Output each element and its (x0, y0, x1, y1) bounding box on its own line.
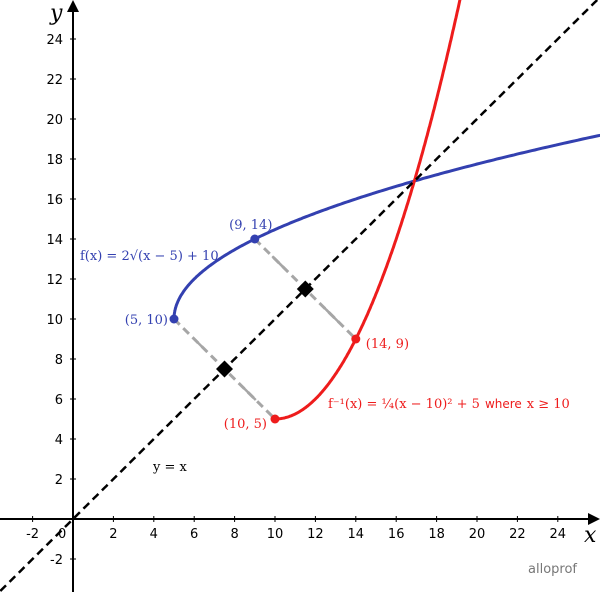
point (351, 334, 361, 344)
x-tick-label: 12 (307, 527, 324, 542)
y-axis-label: y (49, 1, 63, 26)
x-tick-label: 24 (550, 527, 567, 542)
point-label: (14, 9) (366, 337, 409, 352)
x-tick-label: 14 (348, 527, 365, 542)
x-tick-label: 18 (428, 527, 445, 542)
midpoint-marker (216, 360, 233, 378)
alloprof-watermark: alloprof (528, 562, 577, 577)
y-tick-label: 10 (46, 313, 63, 328)
finv-formula: f⁻¹(x) = ¼(x − 10)² + 5 (328, 397, 480, 412)
x-axis-arrow (588, 513, 600, 525)
y-tick-label: 22 (46, 73, 63, 88)
point (250, 234, 260, 244)
point (270, 414, 280, 424)
origin-label: 0 (58, 527, 66, 542)
f-function-label: f(x) = 2√(x − 5) + 10 (80, 249, 219, 264)
y-tick-label: 4 (55, 433, 63, 448)
x-tick-label: 2 (109, 527, 117, 542)
x-tick-label: 6 (190, 527, 198, 542)
point-label: (10, 5) (224, 417, 267, 432)
finv-condition: x ≥ 10 (527, 397, 570, 412)
x-axis-label: x (584, 523, 597, 548)
equal-length-tick (325, 308, 340, 323)
midpoint-marker (296, 280, 314, 298)
equal-length-tick (192, 337, 207, 351)
y-tick-label: 12 (46, 273, 63, 288)
x-tick-label: 10 (267, 527, 284, 542)
series-line-0 (172, 133, 600, 319)
series-line-1 (275, 0, 462, 421)
y-tick-label: 6 (55, 393, 63, 408)
point-label: (5, 10) (125, 313, 168, 328)
x-tick-label: 4 (150, 527, 158, 542)
point-label: (9, 14) (229, 218, 272, 233)
y-axis-arrow (67, 0, 79, 12)
finv-function-label: f⁻¹(x) = ¼(x − 10)² + 5 where x ≥ 10 (328, 397, 570, 412)
y-tick-label: 18 (46, 153, 63, 168)
x-tick-label: 8 (230, 527, 238, 542)
y-tick-label: -2 (50, 553, 63, 568)
x-tick-label: 20 (469, 527, 486, 542)
identity-line-label: y = x (152, 460, 188, 475)
x-tick-label: 16 (388, 527, 405, 542)
x-tick-label: 22 (509, 527, 526, 542)
y-tick-label: 20 (46, 113, 63, 128)
y-tick-label: 8 (55, 353, 63, 368)
equal-length-tick (242, 387, 257, 401)
y-tick-label: 2 (55, 473, 63, 488)
x-tick-label: -2 (26, 527, 39, 542)
finv-where: where (485, 397, 522, 411)
point (169, 314, 179, 324)
y-tick-label: 24 (46, 33, 63, 48)
equal-length-tick (274, 258, 289, 273)
y-tick-label: 16 (46, 193, 63, 208)
y-tick-label: 14 (46, 233, 63, 248)
